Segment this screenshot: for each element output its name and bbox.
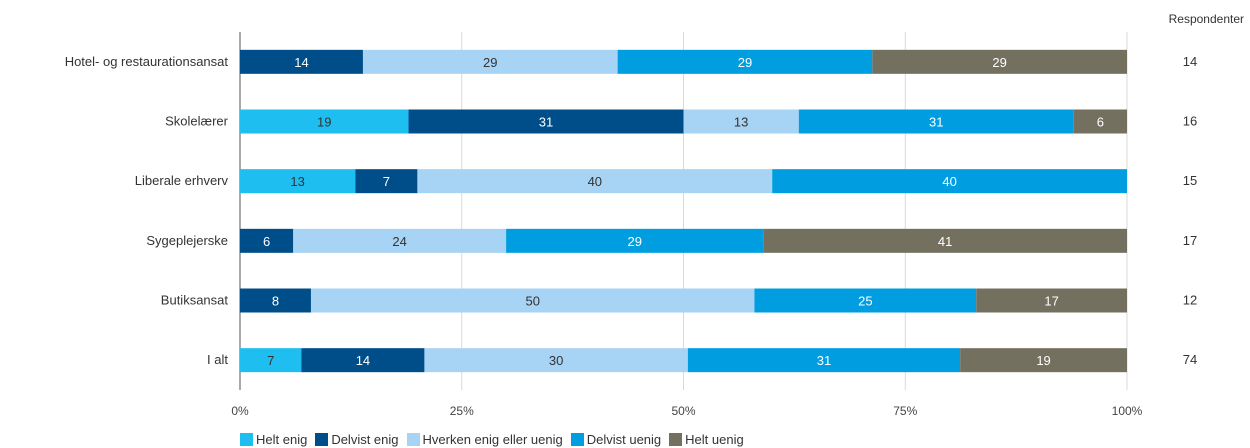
data-label: 31 [539, 115, 553, 130]
data-label: 6 [263, 234, 270, 249]
bar-segment [240, 49, 363, 74]
legend-label: Helt enig [256, 431, 308, 447]
respondents-count: 74 [1183, 352, 1197, 367]
data-label: 29 [738, 55, 752, 70]
bar-segment [355, 169, 418, 194]
data-label: 13 [734, 115, 748, 130]
data-label: 29 [627, 234, 641, 249]
data-label: 6 [1097, 115, 1104, 130]
category-label: Skolelærer [165, 114, 229, 129]
bar-segment [683, 109, 799, 134]
bar-segment [772, 169, 1127, 194]
data-label: 7 [383, 174, 390, 189]
stacked-bar-chart: 0% 25% 50% 75% 100% Hotel- og restaurationsan… [65, 32, 1197, 418]
legend: Helt enig Delvist enig Hverken enig eller … [240, 430, 744, 448]
bar-segment [872, 49, 1127, 74]
respondents-header: Respondenter [1168, 12, 1244, 26]
bar-segment [240, 288, 311, 313]
data-label: 41 [938, 234, 952, 249]
data-label: 40 [588, 174, 602, 189]
legend-item: Delvist enig [315, 431, 399, 447]
bar-segment [310, 288, 755, 313]
data-label: 14 [294, 55, 308, 70]
bar-segment [362, 49, 618, 74]
data-label: 50 [525, 294, 539, 309]
bar-segment [408, 109, 684, 134]
bar-segment [301, 348, 425, 373]
legend-swatch [570, 432, 584, 446]
category-label: I alt [207, 352, 228, 367]
data-label: 19 [1036, 353, 1050, 368]
legend-swatch [406, 432, 420, 446]
data-label: 31 [817, 353, 831, 368]
data-label: 13 [290, 174, 304, 189]
bar-segment [617, 49, 873, 74]
legend-item: Helt enig [240, 432, 307, 447]
respondents-count: 12 [1183, 293, 1197, 308]
bar-segment [240, 109, 409, 134]
legend-item: Delvist uenig [570, 431, 662, 447]
respondents-count: 17 [1183, 233, 1197, 248]
bar-segment [798, 109, 1074, 134]
data-label: 14 [356, 353, 370, 368]
bar-segment [417, 169, 773, 194]
bar-segment [960, 348, 1127, 373]
bar-segment [240, 169, 356, 194]
respondents-count: 14 [1183, 54, 1197, 69]
legend-label: Helt uenig [685, 431, 744, 447]
data-label: 7 [267, 353, 274, 368]
legend-label: Delvist enig [331, 431, 399, 447]
legend-item: Hverken enig eller uenig [406, 431, 563, 447]
x-tick-label: 25% [450, 404, 474, 418]
respondents-count: 15 [1183, 173, 1197, 188]
data-label: 19 [317, 115, 331, 130]
x-tick-label: 75% [893, 404, 917, 418]
data-label: 31 [929, 115, 943, 130]
legend-swatch [669, 432, 683, 446]
legend-item: Helt uenig [669, 432, 744, 447]
bar-segment [754, 288, 977, 313]
bar-segment [687, 348, 961, 373]
bar-segment [976, 288, 1127, 313]
data-label: 29 [992, 55, 1006, 70]
data-label: 24 [392, 234, 406, 249]
x-tick-label: 0% [231, 404, 249, 418]
x-tick-label: 100% [1112, 404, 1143, 418]
bar-segment [424, 348, 688, 373]
legend-swatch [240, 432, 253, 446]
data-label: 25 [858, 294, 872, 309]
bar-segment [506, 228, 764, 253]
bar-segment [763, 228, 1127, 253]
bar-segment [1073, 109, 1127, 134]
legend-label: Hverken enig eller uenig [422, 431, 563, 447]
bar-segment [293, 228, 507, 253]
bar-segment [240, 348, 302, 373]
category-label: Sygeplejerske [146, 233, 228, 248]
category-label: Liberale erhverv [135, 173, 229, 188]
x-tick-label: 50% [671, 404, 695, 418]
data-label: 29 [483, 55, 497, 70]
respondents-count: 16 [1183, 114, 1197, 129]
category-label: Butiksansat [161, 293, 229, 308]
legend-label: Delvist uenig [586, 431, 662, 447]
data-label: 17 [1044, 294, 1058, 309]
category-label: Hotel- og restaurationsansat [65, 54, 229, 69]
legend-swatch [315, 432, 329, 446]
data-label: 8 [272, 294, 279, 309]
bar-segment [240, 228, 294, 253]
data-label: 30 [549, 353, 563, 368]
data-label: 40 [942, 174, 956, 189]
